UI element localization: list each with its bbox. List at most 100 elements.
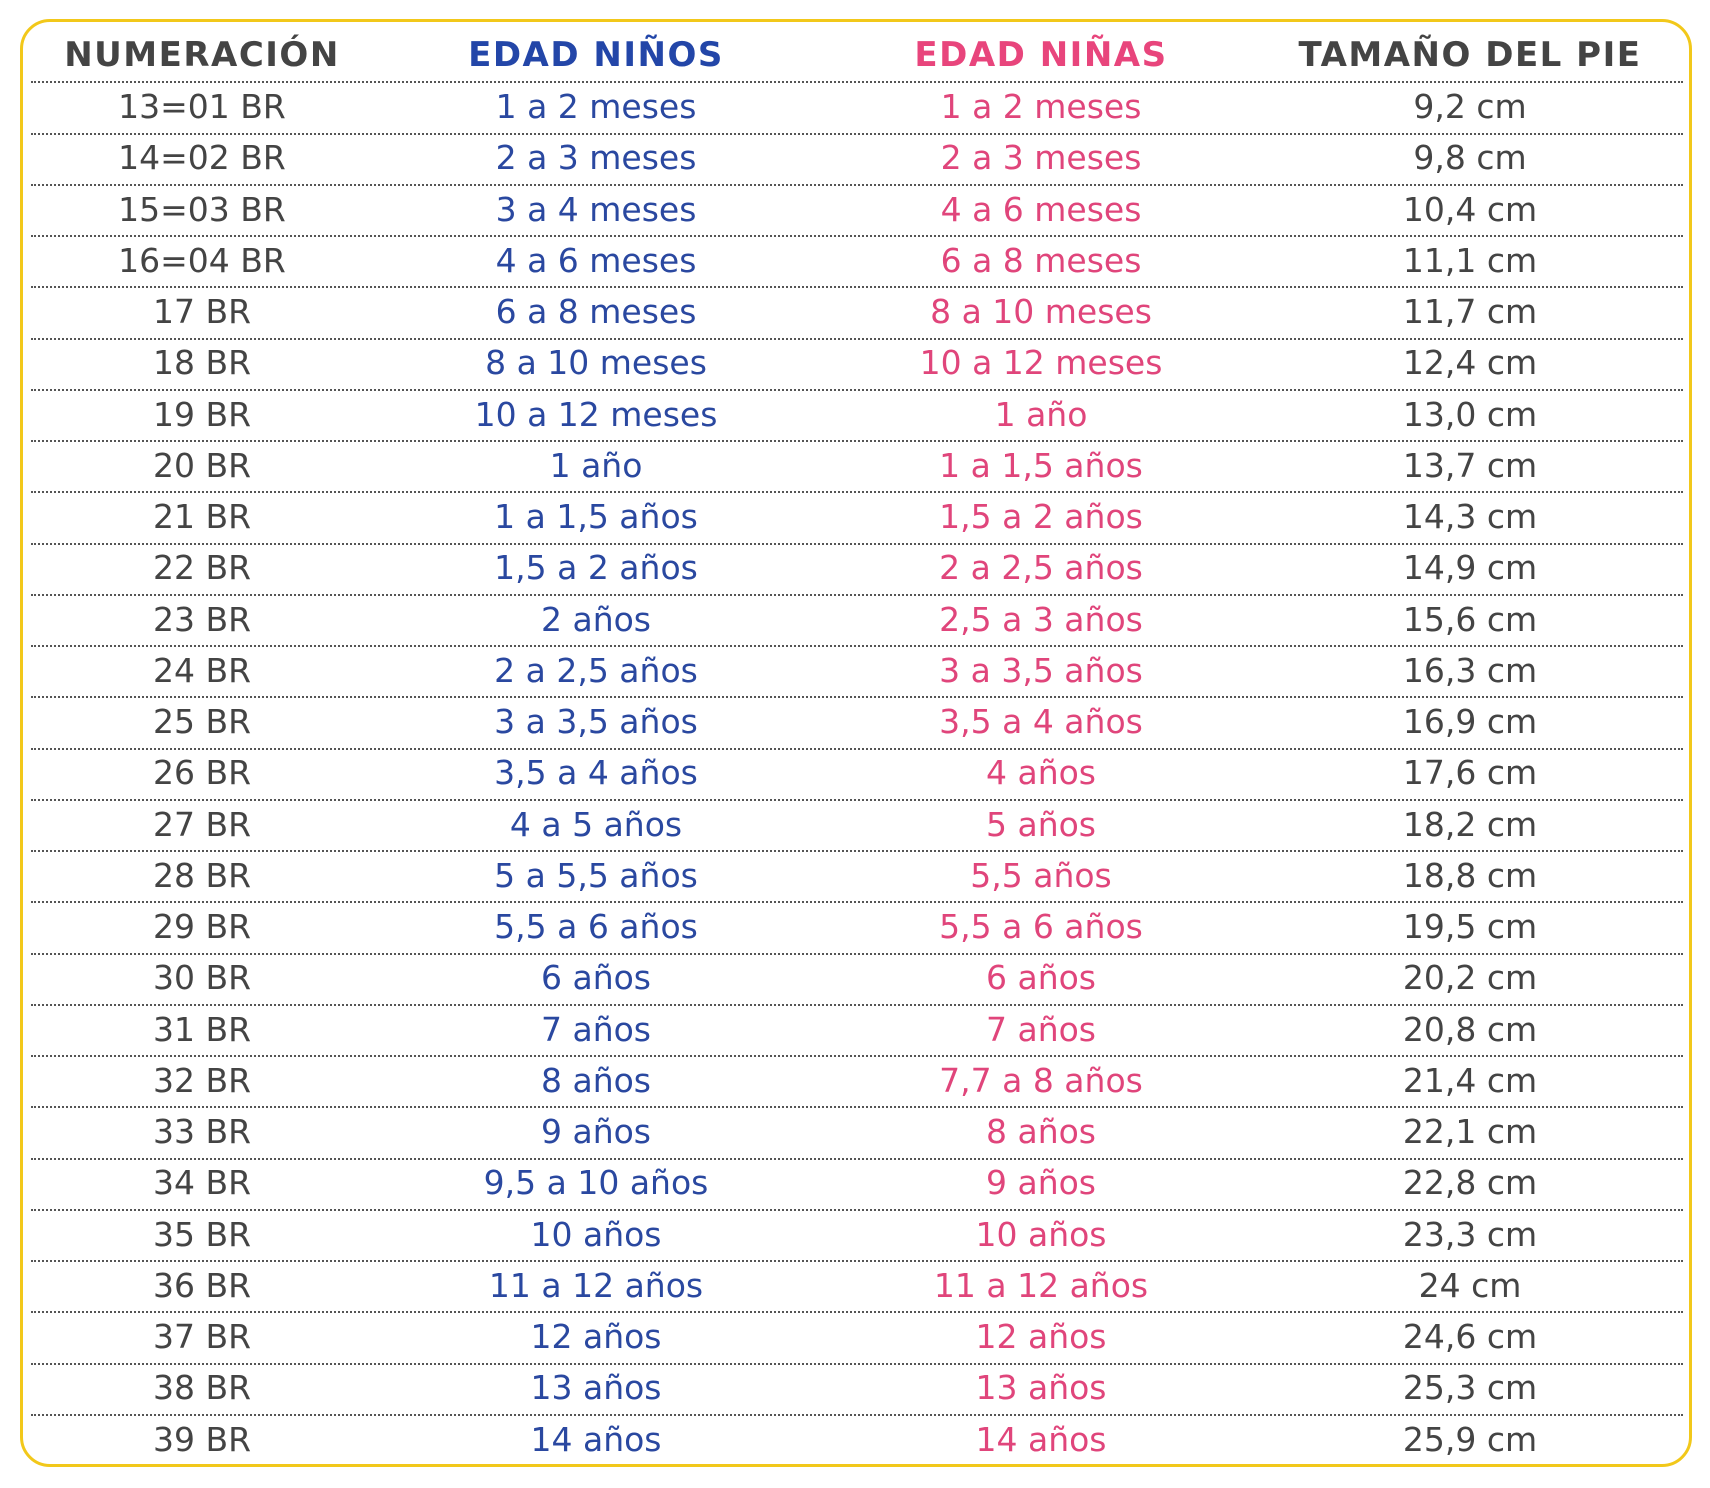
row-divider	[31, 747, 1683, 750]
table-cell: 6 años	[985, 958, 1096, 998]
row-divider	[31, 1362, 1683, 1365]
table-cell: 9,5 a 10 años	[483, 1163, 709, 1203]
row-divider	[31, 798, 1683, 801]
table-cell: 3 a 3,5 años	[494, 702, 698, 741]
table-cell: 12 años	[530, 1317, 662, 1356]
table-cell: 22,8 cm	[1402, 1163, 1538, 1203]
table-cell: 10 a 12 meses	[919, 343, 1163, 383]
row-divider	[31, 542, 1683, 545]
table-cell: 10 años	[975, 1214, 1107, 1254]
table-cell: 3,5 a 4 años	[939, 702, 1143, 741]
table-cell: 32 BR	[152, 1060, 252, 1100]
row-divider	[31, 1157, 1683, 1160]
table-cell: 23 BR	[152, 599, 252, 639]
row-divider	[31, 696, 1683, 699]
table-cell: 12 años	[975, 1317, 1107, 1356]
table-cell: 10,4 cm	[1402, 189, 1538, 229]
table-cell: 3,5 a 4 años	[494, 753, 698, 793]
table-cell: 14,3 cm	[1402, 497, 1538, 536]
table-cell: 37 BR	[152, 1317, 252, 1356]
table-cell: 14,9 cm	[1402, 548, 1538, 588]
row-divider	[31, 850, 1683, 853]
table-cell: 30 BR	[152, 958, 252, 998]
table-cell: 12,4 cm	[1402, 343, 1538, 383]
table-cell: 9 años	[985, 1163, 1096, 1203]
table-cell: 4 años	[985, 753, 1096, 793]
table-cell: 13 años	[530, 1368, 662, 1408]
table-cell: 3 a 3,5 años	[939, 650, 1143, 690]
table-cell: 35 BR	[152, 1214, 252, 1254]
table-cell: 2 a 3 meses	[495, 138, 697, 178]
table-cell: 20,2 cm	[1402, 958, 1538, 998]
table-cell: 27 BR	[152, 804, 252, 844]
row-divider	[31, 440, 1683, 443]
table-cell: 15=03 BR	[118, 189, 286, 229]
table-cell: 10 años	[530, 1214, 662, 1254]
table-cell: 13,0 cm	[1402, 394, 1538, 434]
row-divider	[31, 235, 1683, 238]
header-cell: TAMAÑO DEL PIE	[1298, 35, 1642, 75]
table-cell: 6 años	[540, 958, 651, 998]
table-cell: 1 a 2 meses	[940, 87, 1142, 126]
table-cell: 24 cm	[1418, 1265, 1522, 1305]
row-divider	[31, 132, 1683, 135]
table-cell: 34 BR	[152, 1163, 252, 1203]
table-cell: 24,6 cm	[1402, 1317, 1538, 1356]
table-cell: 1 a 1,5 años	[939, 445, 1143, 485]
row-divider	[31, 388, 1683, 391]
table-cell: 33 BR	[152, 1112, 252, 1151]
table-cell: 5 a 5,5 años	[494, 855, 698, 895]
table-cell: 7,7 a 8 años	[939, 1060, 1143, 1100]
table-cell: 8 años	[540, 1060, 651, 1100]
table-cell: 1 año	[994, 394, 1088, 434]
table-cell: 23,3 cm	[1402, 1214, 1538, 1254]
table-cell: 9 años	[540, 1112, 651, 1151]
table-cell: 6 a 8 meses	[495, 292, 697, 331]
row-divider	[31, 1413, 1683, 1416]
table-cell: 13 años	[975, 1368, 1107, 1408]
table-cell: 22,1 cm	[1402, 1112, 1538, 1151]
table-cell: 11,7 cm	[1402, 292, 1538, 331]
row-divider	[31, 183, 1683, 186]
table-cell: 24 BR	[152, 650, 252, 690]
table-cell: 4 a 6 meses	[495, 240, 697, 280]
table-cell: 17 BR	[152, 292, 252, 331]
table-cell: 19,5 cm	[1402, 907, 1538, 946]
table-cell: 20 BR	[152, 445, 252, 485]
row-divider	[31, 901, 1683, 904]
row-divider	[31, 645, 1683, 648]
table-cell: 16,3 cm	[1402, 650, 1538, 690]
row-divider	[31, 1311, 1683, 1314]
table-cell: 25 BR	[152, 702, 252, 741]
table-cell: 7 años	[985, 1009, 1096, 1049]
table-cell: 1 año	[549, 445, 643, 485]
row-divider	[31, 1260, 1683, 1263]
table-cell: 17,6 cm	[1402, 753, 1538, 793]
table-cell: 39 BR	[152, 1419, 252, 1459]
table-cell: 2 a 2,5 años	[494, 650, 698, 690]
header-cell: EDAD NIÑOS	[468, 35, 724, 75]
row-divider	[31, 1003, 1683, 1006]
table-cell: 9,2 cm	[1413, 87, 1527, 126]
table-cell: 21,4 cm	[1402, 1060, 1538, 1100]
table-cell: 5,5 años	[970, 855, 1112, 895]
table-cell: 21 BR	[152, 497, 252, 536]
header-cell: NUMERACIÓN	[64, 35, 340, 75]
table-cell: 14=02 BR	[118, 138, 286, 178]
table-cell: 16=04 BR	[118, 240, 286, 280]
table-cell: 18,8 cm	[1402, 855, 1538, 895]
table-cell: 15,6 cm	[1402, 599, 1538, 639]
table-cell: 4 a 6 meses	[940, 189, 1142, 229]
table-cell: 6 a 8 meses	[940, 240, 1142, 280]
table-cell: 14 años	[530, 1419, 662, 1459]
table-cell: 16,9 cm	[1402, 702, 1538, 741]
table-cell: 22 BR	[152, 548, 252, 588]
row-divider	[31, 286, 1683, 289]
table-cell: 9,8 cm	[1413, 138, 1527, 178]
table-cell: 38 BR	[152, 1368, 252, 1408]
row-divider	[31, 1106, 1683, 1109]
table-cell: 1,5 a 2 años	[939, 497, 1143, 536]
row-divider	[31, 337, 1683, 340]
row-divider	[31, 81, 1683, 84]
row-divider	[31, 1208, 1683, 1211]
